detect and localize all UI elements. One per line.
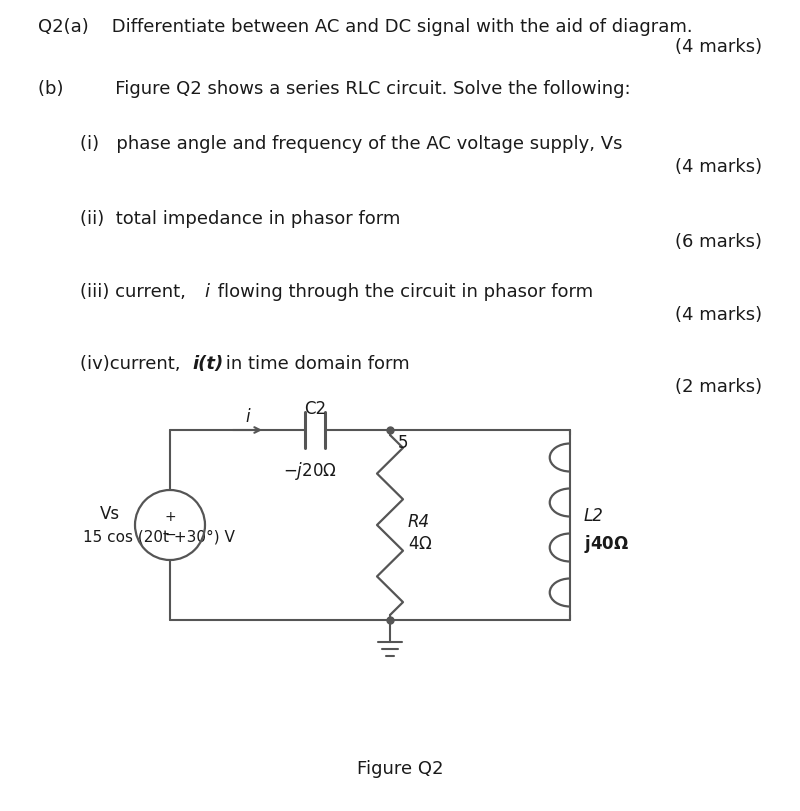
Text: (2 marks): (2 marks)	[675, 378, 762, 396]
Text: $-j20\Omega$: $-j20\Omega$	[283, 460, 337, 482]
Text: i(t): i(t)	[192, 355, 223, 373]
Text: in time domain form: in time domain form	[220, 355, 410, 373]
Text: Q2(a)    Differentiate between AC and DC signal with the aid of diagram.: Q2(a) Differentiate between AC and DC si…	[38, 18, 693, 36]
Text: (6 marks): (6 marks)	[675, 233, 762, 251]
Text: (ii)  total impedance in phasor form: (ii) total impedance in phasor form	[80, 210, 400, 228]
Text: Figure Q2: Figure Q2	[357, 760, 443, 778]
Text: i: i	[204, 283, 209, 301]
Text: C2: C2	[304, 400, 326, 418]
Text: (iv)current,: (iv)current,	[80, 355, 186, 373]
Text: (b)         Figure Q2 shows a series RLC circuit. Solve the following:: (b) Figure Q2 shows a series RLC circuit…	[38, 80, 630, 98]
Text: 15 cos (20t +30°) V: 15 cos (20t +30°) V	[83, 529, 235, 544]
Text: (i)   phase angle and frequency of the AC voltage supply, Vs: (i) phase angle and frequency of the AC …	[80, 135, 622, 153]
Text: $4\Omega$: $4\Omega$	[408, 535, 433, 553]
Text: Vs: Vs	[100, 505, 120, 523]
Text: (4 marks): (4 marks)	[675, 158, 762, 176]
Text: +: +	[164, 510, 176, 524]
Text: −: −	[164, 528, 176, 542]
Text: R4: R4	[408, 513, 430, 531]
Text: (iii) current,: (iii) current,	[80, 283, 192, 301]
Text: (4 marks): (4 marks)	[675, 38, 762, 56]
Text: flowing through the circuit in phasor form: flowing through the circuit in phasor fo…	[212, 283, 593, 301]
Text: $i$: $i$	[245, 408, 251, 426]
Text: L2: L2	[584, 507, 604, 525]
Text: 5: 5	[398, 434, 409, 452]
Text: $\mathbf{j40\Omega}$: $\mathbf{j40\Omega}$	[584, 533, 629, 555]
Text: (4 marks): (4 marks)	[675, 306, 762, 324]
